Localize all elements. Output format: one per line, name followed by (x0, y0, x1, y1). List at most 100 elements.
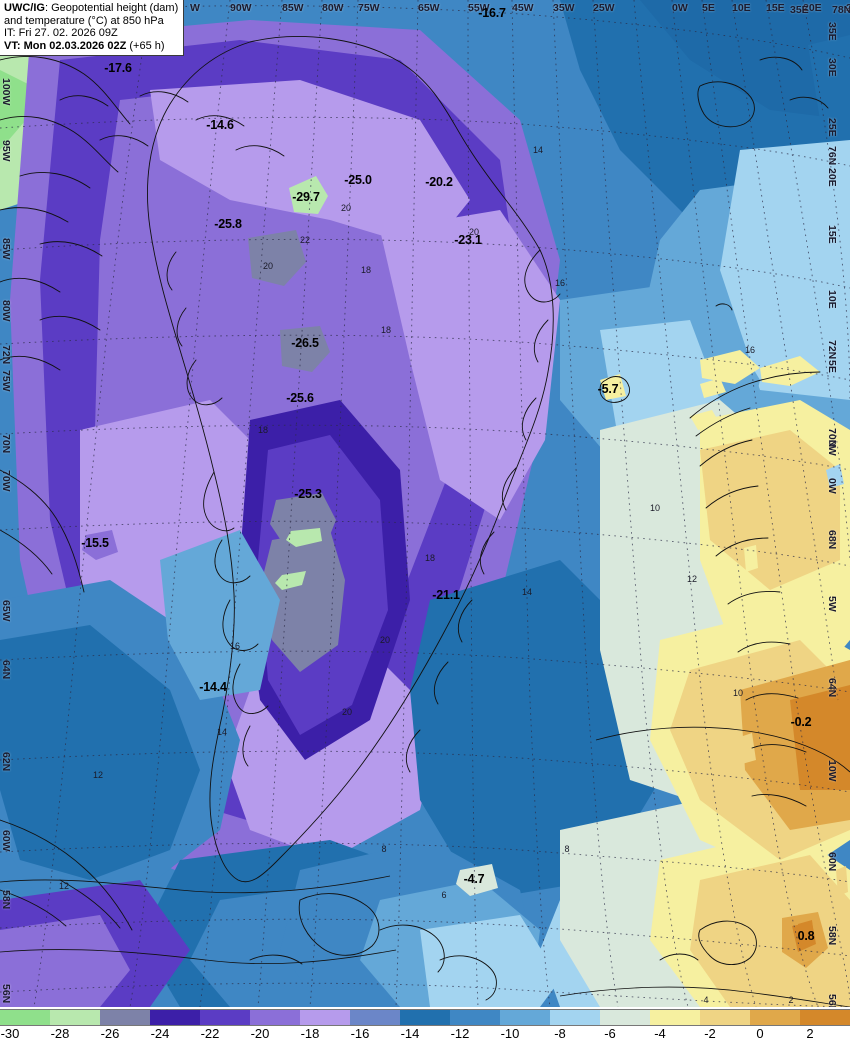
temperature-label: -25.0 (344, 173, 372, 187)
contour-label: 12 (92, 770, 104, 780)
graticule-label-top: 20E (803, 2, 822, 14)
colorbar-tick: -18 (300, 1026, 320, 1041)
contour-label: 12 (686, 574, 698, 584)
info-line-4-valid-time: VT: Mon 02.03.2026 02Z (+65 h) (4, 40, 178, 53)
graticule-label-right: 60N (826, 852, 838, 872)
graticule-label-top: 25W (593, 2, 615, 14)
temperature-label: -20.2 (425, 175, 453, 189)
graticule-label-top: 80W (322, 2, 344, 14)
graticule-label-left: 70W (0, 470, 12, 492)
graticule-label-left: 80W (0, 300, 12, 322)
colorbar-swatch (250, 1010, 300, 1025)
contour-label: 12 (58, 881, 70, 891)
temperature-label: -23.1 (454, 233, 482, 247)
temperature-label: 0.8 (797, 929, 815, 943)
graticule-label-top: 78N (832, 4, 850, 16)
colorbar-swatch (500, 1010, 550, 1025)
graticule-label-right: 0W (826, 478, 838, 494)
graticule-label-left: 56N (0, 984, 12, 1004)
temperature-label: -21.1 (432, 588, 460, 602)
graticule-label-right: 5E (826, 360, 838, 373)
colorbar-swatch (50, 1010, 100, 1025)
graticule-label-left: 95W (0, 140, 12, 162)
graticule-label-right: 64N (826, 678, 838, 698)
colorbar-swatch (350, 1010, 400, 1025)
graticule-label-top: 10E (732, 2, 751, 14)
colorbar-swatch (800, 1010, 850, 1025)
graticule-label-right: 56N (826, 994, 838, 1007)
colorbar-panel: -30 -28 -26 -24 -22 -20 -18 -16 -14 -12 -10 -8 -6 -4-… (0, 1007, 850, 1041)
temperature-label: -14.4 (199, 680, 227, 694)
temperature-label: -26.5 (291, 336, 319, 350)
colorbar-tick: 2 (806, 1026, 814, 1041)
colorbar-swatch (200, 1010, 250, 1025)
contour-label: 14 (216, 727, 228, 737)
temperature-label: -16.7 (478, 6, 506, 20)
graticule-label-top: 65W (418, 2, 440, 14)
graticule-label-right: 10E (826, 290, 838, 309)
graticule-label-top: 35E (790, 4, 809, 16)
colorbar-swatches[interactable] (0, 1009, 850, 1026)
temperature-label: -14.6 (206, 118, 234, 132)
contour-label: 20 (379, 635, 391, 645)
contour-label: 6 (441, 890, 447, 900)
graticule-label-right: 20E (826, 168, 838, 187)
temperature-label: -29.7 (292, 190, 320, 204)
graticule-label-right: 5W (826, 596, 838, 612)
temperature-label: -17.6 (104, 61, 132, 75)
map-info-box: UWC/IG: Geopotential height (dam) and te… (0, 0, 185, 56)
colorbar-swatch (700, 1010, 750, 1025)
graticule-label-top: W (190, 2, 200, 14)
graticule-label-right: 25E (826, 118, 838, 137)
valid-time-label: VT: (4, 39, 21, 52)
info-line-1: UWC/IG: Geopotential height (dam) (4, 2, 178, 15)
temperature-label: -25.3 (294, 487, 322, 501)
graticule-label-right: 70N (826, 428, 838, 448)
contour-label: 20 (340, 203, 352, 213)
temperature-label: -25.8 (214, 217, 242, 231)
contour-label: 14 (521, 587, 533, 597)
contour-label: 18 (360, 265, 372, 275)
graticule-label-top: 0W (672, 2, 688, 14)
colorbar-tick: -14 (400, 1026, 420, 1041)
colorbar-swatch (0, 1010, 50, 1025)
graticule-label-top: 25E (846, 2, 850, 14)
info-line-3-init-time: IT: Fri 27. 02. 2026 09Z (4, 27, 118, 39)
temperature-label: -0.2 (790, 715, 812, 729)
colorbar-tick: -22 (200, 1026, 220, 1041)
temperature-label: -15.5 (81, 536, 109, 550)
info-line-2: and temperature (°C) at 850 hPa (4, 14, 164, 27)
colorbar-swatch (550, 1010, 600, 1025)
colorbar-tick: 0 (756, 1026, 764, 1041)
contour-label: 10 (649, 503, 661, 513)
graticule-label-right: 30E (826, 58, 838, 77)
colorbar-tick: -4 (654, 1026, 666, 1041)
graticule-label-right: 76N (826, 146, 838, 166)
colorbar-swatch (300, 1010, 350, 1025)
graticule-label-left: 85W (0, 238, 12, 260)
contour-label: 16 (229, 641, 241, 651)
graticule-label-left: 58N (0, 890, 12, 910)
colorbar-tick: -30 (0, 1026, 20, 1041)
colorbar-tick: -20 (250, 1026, 270, 1041)
contour-label: 22 (299, 235, 311, 245)
graticule-label-top: 15E (766, 2, 785, 14)
colorbar-tick: -24 (150, 1026, 170, 1041)
colorbar-swatch (650, 1010, 700, 1025)
graticule-label-left: 75W (0, 370, 12, 392)
graticule-label-top: 45W (512, 2, 534, 14)
contour-label: 10 (732, 688, 744, 698)
graticule-label-right: 72N (826, 340, 838, 360)
graticule-label-top: 75W (358, 2, 380, 14)
colorbar-swatch (600, 1010, 650, 1025)
colorbar-swatch (750, 1010, 800, 1025)
forecast-map[interactable]: W 90W 85W 80W 75W 65W 55W 45W 35W 25W 0W 5E 10E 15E 20… (0, 0, 850, 1007)
colorbar-tick-labels: -30 -28 -26 -24 -22 -20 -18 -16 -14 -12 -10 -8 -6 -4-… (0, 1026, 850, 1041)
colorbar-tick: -28 (50, 1026, 70, 1041)
contour-label: 16 (554, 278, 566, 288)
graticule-label-top: 90W (230, 2, 252, 14)
contour-label: 18 (424, 553, 436, 563)
contour-label: 16 (744, 345, 756, 355)
graticule-label-left: 64N (0, 660, 12, 680)
contour-label: 20 (341, 707, 353, 717)
